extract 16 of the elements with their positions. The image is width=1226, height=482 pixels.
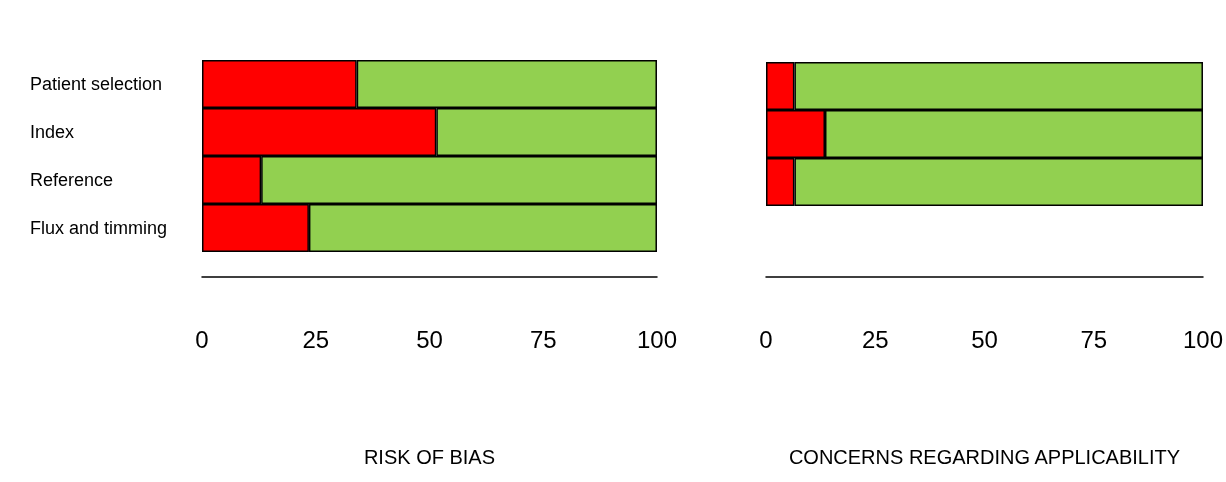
y-tick-label: Reference bbox=[30, 170, 114, 190]
x-tick-label: 50 bbox=[971, 325, 998, 353]
x-axis-title: RISK OF BIAS bbox=[363, 446, 496, 468]
x-tick-label: 100 bbox=[1182, 325, 1223, 353]
x-tick-label: 75 bbox=[1080, 325, 1108, 353]
x-tick-label: 100 bbox=[636, 325, 677, 353]
x-tick-label: 25 bbox=[861, 325, 889, 353]
y-tick-label: Index bbox=[30, 122, 75, 142]
x-axis-title: CONCERNS REGARDING APPLICABILITY bbox=[788, 446, 1181, 468]
x-tick-label: 0 bbox=[759, 325, 773, 353]
x-tick-label: 50 bbox=[416, 325, 443, 353]
x-tick-label: 75 bbox=[529, 325, 557, 353]
y-tick-label: Patient selection bbox=[30, 74, 163, 94]
x-tick-label: 0 bbox=[195, 325, 209, 353]
y-tick-label: Flux and timming bbox=[30, 218, 168, 238]
x-tick-label: 25 bbox=[302, 325, 330, 353]
